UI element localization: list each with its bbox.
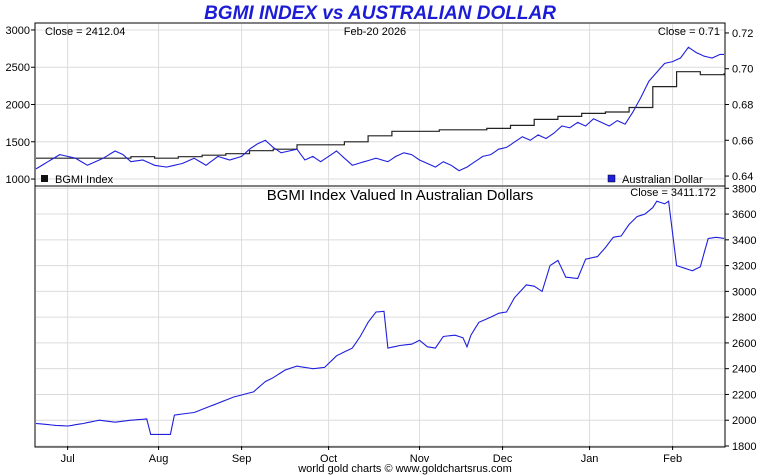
- x-tick-label: Dec: [493, 453, 513, 465]
- legend-index-swatch: [41, 175, 48, 182]
- legend-aud-label: Australian Dollar: [622, 174, 703, 186]
- x-tick-label: Oct: [320, 453, 337, 465]
- x-tick-label: Aug: [149, 453, 169, 465]
- right-tick-label: 0.72: [732, 28, 753, 40]
- top-close-left: Close = 2412.04: [45, 26, 125, 38]
- credit-text: world gold charts © www.goldchartsrus.co…: [297, 463, 512, 475]
- series-bgmi-index: [36, 71, 725, 159]
- bottom-right-tick-label: 2000: [732, 415, 756, 427]
- bottom-right-tick-label: 2800: [732, 312, 756, 324]
- bottom-right-tick-label: 3600: [732, 209, 756, 221]
- bottom-right-tick-label: 3000: [732, 286, 756, 298]
- axis-ticks: Jul Aug Sep Oct Nov Dec Jan Feb 1000 1500 2000 2500…: [6, 25, 757, 465]
- legend-aud-swatch: [607, 174, 616, 183]
- bottom-right-tick-label: 3400: [732, 235, 756, 247]
- right-tick-label: 0.70: [732, 64, 753, 76]
- top-date: Feb-20 2026: [344, 26, 406, 38]
- bottom-right-tick-label: 1800: [732, 441, 756, 453]
- left-tick-label: 1000: [6, 174, 30, 186]
- grid-lines: [36, 24, 724, 447]
- right-tick-label: 0.66: [732, 135, 753, 147]
- bottom-right-tick-label: 2400: [732, 364, 756, 376]
- bottom-panel-frame: [34, 185, 726, 448]
- top-close-right: Close = 0.71: [658, 26, 720, 38]
- bottom-right-tick-label: 2600: [732, 338, 756, 350]
- bottom-right-tick-label: 3200: [732, 261, 756, 273]
- legend-index-label: BGMI Index: [55, 174, 114, 186]
- left-tick-label: 3000: [6, 25, 30, 37]
- chart-title: BGMI INDEX vs AUSTRALIAN DOLLAR: [204, 3, 556, 24]
- bottom-close-right: Close = 3411.172: [630, 187, 716, 199]
- series-lines: [35, 46, 725, 435]
- series-bgmi-in-aud: [35, 200, 725, 435]
- bottom-right-tick-label: 3800: [732, 183, 756, 195]
- x-tick-label: Feb: [663, 453, 682, 465]
- x-tick-label: Sep: [232, 453, 252, 465]
- x-tick-label: Jan: [581, 453, 599, 465]
- x-tick-label: Nov: [410, 453, 430, 465]
- left-tick-label: 2000: [6, 100, 30, 112]
- bottom-right-tick-label: 2200: [732, 389, 756, 401]
- right-tick-label: 0.64: [732, 171, 753, 183]
- left-tick-label: 2500: [6, 62, 30, 74]
- x-tick-label: Jul: [61, 453, 75, 465]
- bottom-panel-title: BGMI Index Valued In Australian Dollars: [267, 187, 534, 204]
- left-tick-label: 1500: [6, 137, 30, 149]
- series-australian-dollar: [35, 46, 724, 172]
- right-tick-label: 0.68: [732, 100, 753, 112]
